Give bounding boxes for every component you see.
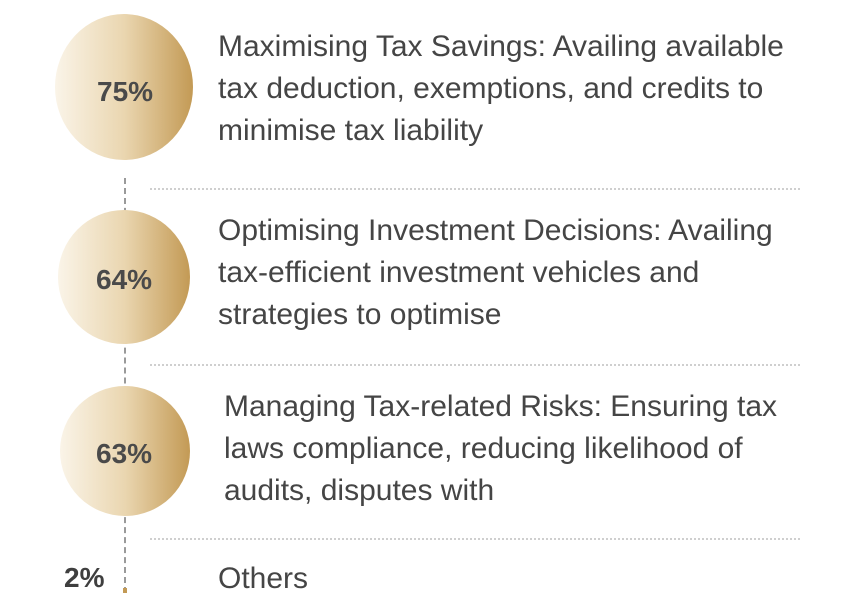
percent-value-2: 64% <box>96 264 153 295</box>
item-label-1: Maximising Tax Savings: Availing availab… <box>218 30 784 147</box>
percent-circle-2: 64% <box>58 210 190 344</box>
percent-circle-3: 63% <box>60 386 190 516</box>
separator-1 <box>150 188 800 190</box>
timeline-end-marker <box>123 588 127 593</box>
percent-value-1: 75% <box>97 76 154 107</box>
item-label-3: Managing Tax-related Risks: Ensuring tax… <box>224 390 778 507</box>
separator-3 <box>150 538 800 540</box>
percent-circle-1: 75% <box>55 14 193 160</box>
percent-value-4: 2% <box>64 562 105 593</box>
percent-value-3: 63% <box>96 438 153 469</box>
item-label-2: Optimising Investment Decisions: Availin… <box>218 214 773 331</box>
separator-2 <box>150 364 800 366</box>
timeline-dashed-line <box>124 178 126 593</box>
item-label-4: Others <box>218 562 309 595</box>
